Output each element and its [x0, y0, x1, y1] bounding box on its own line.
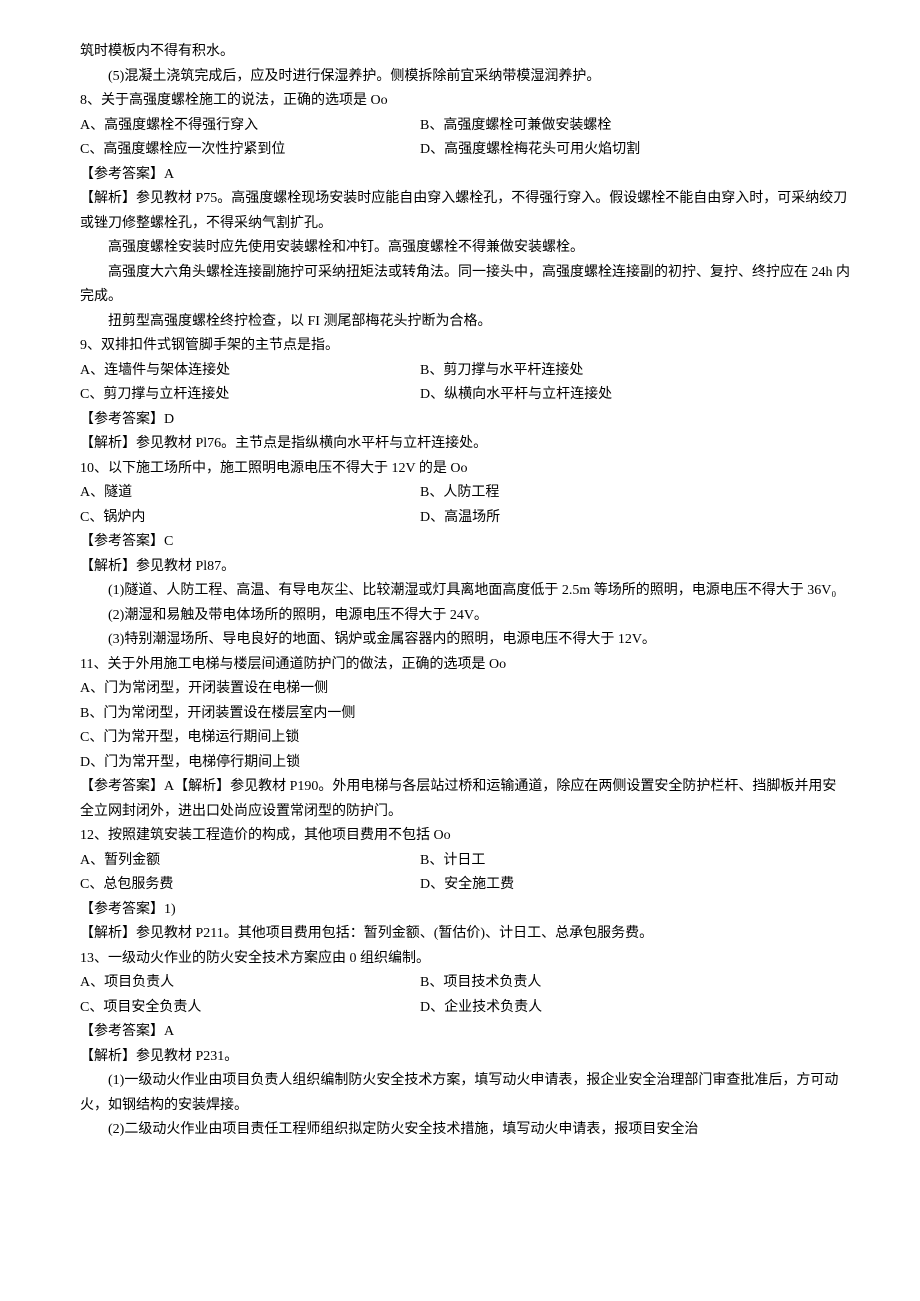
q12-answer: 【参考答案】1): [80, 898, 850, 923]
q10-option-b: B、人防工程: [420, 481, 850, 506]
q13-option-d: D、企业技术负责人: [420, 996, 850, 1021]
q8-options-row1: A、高强度螺栓不得强行穿入 B、高强度螺栓可兼做安装螺栓: [80, 114, 850, 139]
q8-stem: 8、关于高强度螺栓施工的说法，正确的选项是 Oo: [80, 89, 850, 114]
q9-option-c: C、剪刀撑与立杆连接处: [80, 383, 420, 408]
q12-explain-1: 【解析】参见教材 P211。其他项目费用包括：暂列金额、(暂估价)、计日工、总承…: [80, 922, 850, 947]
q10-explain-1: 【解析】参见教材 Pl87。: [80, 555, 850, 580]
q12-stem: 12、按照建筑安装工程造价的构成，其他项目费用不包括 Oo: [80, 824, 850, 849]
q12-options-row2: C、总包服务费 D、安全施工费: [80, 873, 850, 898]
q9-options-row1: A、连墙件与架体连接处 B、剪刀撑与水平杆连接处: [80, 359, 850, 384]
q10-explain-4: (3)特别潮湿场所、导电良好的地面、锅炉或金属容器内的照明，电源电压不得大于 1…: [80, 628, 850, 653]
intro-line-2: (5)混凝土浇筑完成后，应及时进行保湿养护。侧模拆除前宜采纳带模湿润养护。: [80, 65, 850, 90]
q10-option-d: D、高温场所: [420, 506, 850, 531]
q9-explain-1: 【解析】参见教材 Pl76。主节点是指纵横向水平杆与立杆连接处。: [80, 432, 850, 457]
q13-stem: 13、一级动火作业的防火安全技术方案应由 0 组织编制。: [80, 947, 850, 972]
q10-options-row2: C、锅炉内 D、高温场所: [80, 506, 850, 531]
q9-option-d: D、纵横向水平杆与立杆连接处: [420, 383, 850, 408]
q12-option-a: A、暂列金额: [80, 849, 420, 874]
q8-option-a: A、高强度螺栓不得强行穿入: [80, 114, 420, 139]
q12-option-c: C、总包服务费: [80, 873, 420, 898]
q8-option-c: C、高强度螺栓应一次性拧紧到位: [80, 138, 420, 163]
q13-answer: 【参考答案】A: [80, 1020, 850, 1045]
q11-answer-explain: 【参考答案】A【解析】参见教材 P190。外用电梯与各层站过桥和运输通道，除应在…: [80, 775, 850, 824]
q9-options-row2: C、剪刀撑与立杆连接处 D、纵横向水平杆与立杆连接处: [80, 383, 850, 408]
q9-stem: 9、双排扣件式钢管脚手架的主节点是指。: [80, 334, 850, 359]
q10-option-a: A、隧道: [80, 481, 420, 506]
q13-explain-2: (1)一级动火作业由项目负责人组织编制防火安全技术方案，填写动火申请表，报企业安…: [80, 1069, 850, 1118]
q13-explain-1: 【解析】参见教材 P231。: [80, 1045, 850, 1070]
q8-explain-2: 高强度螺栓安装时应先使用安装螺栓和冲钉。高强度螺栓不得兼做安装螺栓。: [80, 236, 850, 261]
q8-explain-4: 扭剪型高强度螺栓终拧检查，以 FI 测尾部梅花头拧断为合格。: [80, 310, 850, 335]
q12-options-row1: A、暂列金额 B、计日工: [80, 849, 850, 874]
q9-answer: 【参考答案】D: [80, 408, 850, 433]
q10-explain-2: (1)隧道、人防工程、高温、有导电灰尘、比较潮湿或灯具离地面高度低于 2.5m …: [80, 579, 850, 604]
q10-explain-3: (2)潮湿和易触及带电体场所的照明，电源电压不得大于 24V。: [80, 604, 850, 629]
q11-option-d: D、门为常开型，电梯停行期间上锁: [80, 751, 850, 776]
q11-option-c: C、门为常开型，电梯运行期间上锁: [80, 726, 850, 751]
q8-answer: 【参考答案】A: [80, 163, 850, 188]
q12-option-b: B、计日工: [420, 849, 850, 874]
q10-option-c: C、锅炉内: [80, 506, 420, 531]
q10-options-row1: A、隧道 B、人防工程: [80, 481, 850, 506]
q8-option-d: D、高强度螺栓梅花头可用火焰切割: [420, 138, 850, 163]
q13-option-c: C、项目安全负责人: [80, 996, 420, 1021]
q8-options-row2: C、高强度螺栓应一次性拧紧到位 D、高强度螺栓梅花头可用火焰切割: [80, 138, 850, 163]
q11-option-b: B、门为常闭型，开闭装置设在楼层室内一侧: [80, 702, 850, 727]
q9-option-b: B、剪刀撑与水平杆连接处: [420, 359, 850, 384]
q8-explain-3: 高强度大六角头螺栓连接副施拧可采纳扭矩法或转角法。同一接头中，高强度螺栓连接副的…: [80, 261, 850, 310]
q11-option-a: A、门为常闭型，开闭装置设在电梯一侧: [80, 677, 850, 702]
q8-explain-1: 【解析】参见教材 P75。高强度螺栓现场安装时应能自由穿入螺栓孔，不得强行穿入。…: [80, 187, 850, 236]
q13-explain-3: (2)二级动火作业由项目责任工程师组织拟定防火安全技术措施，填写动火申请表，报项…: [80, 1118, 850, 1143]
intro-line-1: 筑时模板内不得有积水。: [80, 40, 850, 65]
q12-option-d: D、安全施工费: [420, 873, 850, 898]
q10-answer: 【参考答案】C: [80, 530, 850, 555]
q10-stem: 10、以下施工场所中，施工照明电源电压不得大于 12V 的是 Oo: [80, 457, 850, 482]
q9-option-a: A、连墙件与架体连接处: [80, 359, 420, 384]
q13-options-row2: C、项目安全负责人 D、企业技术负责人: [80, 996, 850, 1021]
q13-option-a: A、项目负责人: [80, 971, 420, 996]
q8-option-b: B、高强度螺栓可兼做安装螺栓: [420, 114, 850, 139]
q11-stem: 11、关于外用施工电梯与楼层间通道防护门的做法，正确的选项是 Oo: [80, 653, 850, 678]
q13-option-b: B、项目技术负责人: [420, 971, 850, 996]
q13-options-row1: A、项目负责人 B、项目技术负责人: [80, 971, 850, 996]
